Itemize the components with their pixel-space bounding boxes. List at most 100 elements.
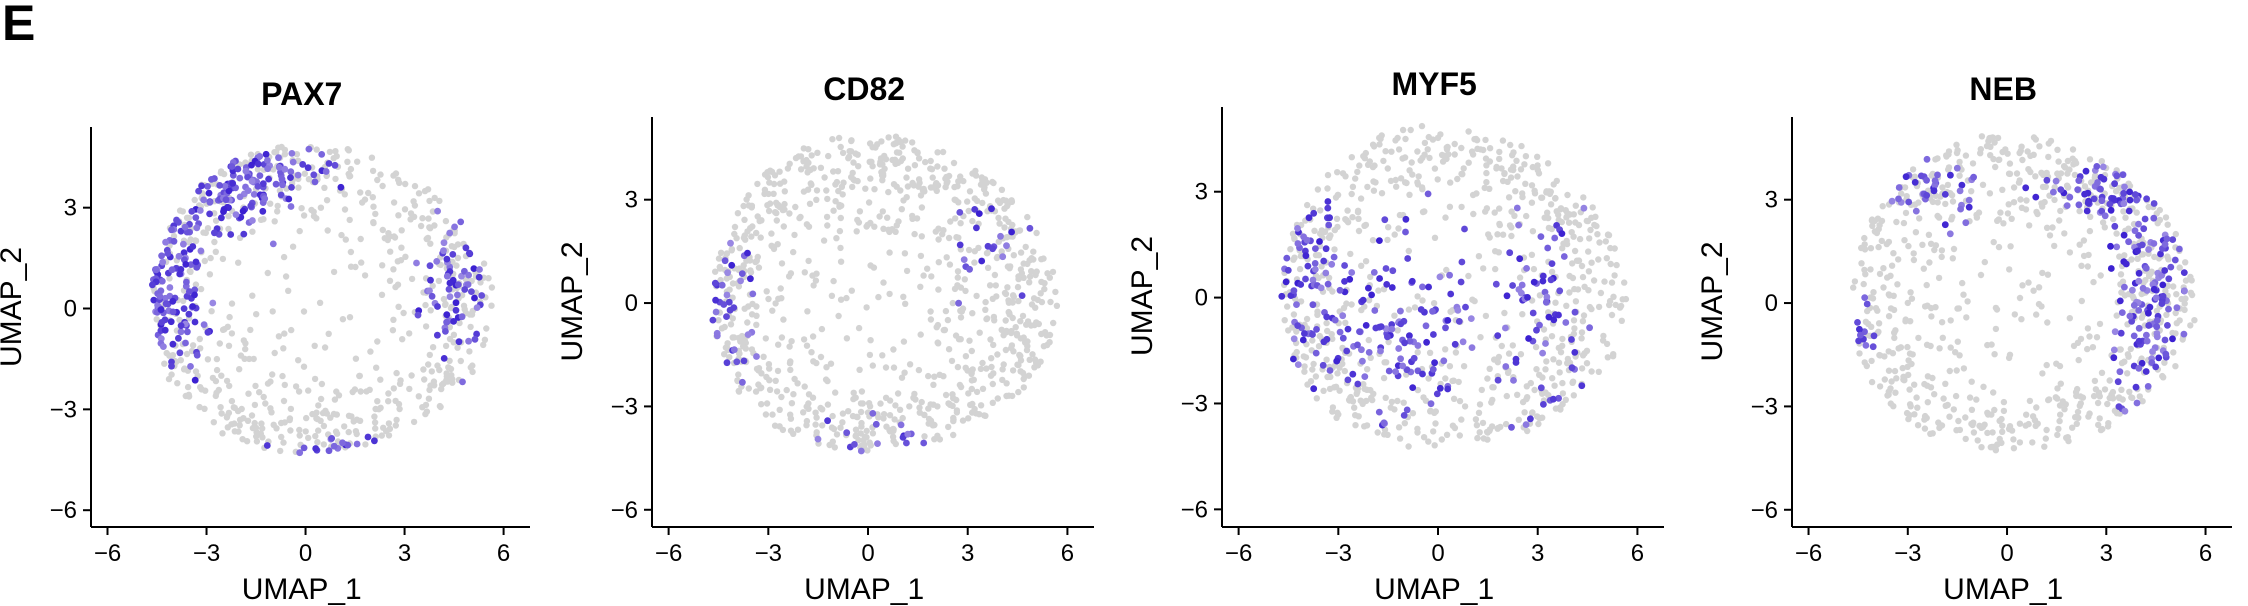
cell-point xyxy=(1476,401,1484,408)
cell-point xyxy=(1343,217,1350,224)
cell-point xyxy=(274,208,281,215)
cell-point xyxy=(817,404,824,412)
cell-point xyxy=(773,217,780,224)
expressing-cell-point xyxy=(966,265,973,273)
cell-point xyxy=(169,352,177,359)
cell-point xyxy=(906,361,914,368)
cell-point xyxy=(341,191,348,198)
cell-point xyxy=(1885,367,1893,374)
cell-point xyxy=(1486,145,1494,152)
y-axis-label: UMAP_2 xyxy=(1696,241,1729,361)
cell-point xyxy=(1038,278,1045,286)
cell-point xyxy=(257,430,264,437)
cell-point xyxy=(964,198,971,205)
cell-point xyxy=(984,315,991,322)
cell-point xyxy=(952,332,960,339)
cell-point xyxy=(2007,243,2014,250)
expressing-cell-point xyxy=(168,226,175,234)
cell-point xyxy=(835,312,842,320)
cell-point xyxy=(2065,437,2072,445)
cell-point xyxy=(902,300,909,307)
cell-point xyxy=(1942,380,1949,387)
cell-point xyxy=(1518,142,1525,150)
expressing-cell-point xyxy=(2153,323,2161,331)
cell-point xyxy=(2159,372,2166,380)
cell-point xyxy=(736,244,743,252)
cell-point xyxy=(1351,404,1358,411)
expressing-cell-point xyxy=(1869,343,1877,351)
expressing-cell-point xyxy=(712,308,720,316)
cell-point xyxy=(931,373,938,380)
cell-point xyxy=(333,388,340,395)
cell-point xyxy=(1348,301,1355,308)
cell-point xyxy=(1447,179,1454,186)
expressing-cell-point xyxy=(1962,219,1970,227)
x-tick-label: −6 xyxy=(1225,540,1252,567)
expressing-cell-point xyxy=(175,334,182,342)
cell-point xyxy=(1001,205,1008,212)
cell-point xyxy=(1605,232,1613,239)
cell-point xyxy=(379,262,386,269)
cell-point xyxy=(1358,306,1365,314)
cell-point xyxy=(979,199,986,207)
cell-point xyxy=(2038,303,2045,310)
cell-point xyxy=(915,155,923,162)
cell-point xyxy=(995,214,1002,222)
expressing-cell-point xyxy=(1309,301,1317,309)
cell-point xyxy=(1514,173,1521,180)
cell-point xyxy=(1334,191,1342,199)
cell-point xyxy=(784,165,792,172)
expressing-cell-point xyxy=(747,275,754,283)
expressing-cell-point xyxy=(168,266,176,274)
cell-point xyxy=(1432,420,1439,427)
cell-point xyxy=(273,425,280,432)
cell-point xyxy=(1923,341,1931,348)
cell-point xyxy=(1600,332,1607,340)
cell-point xyxy=(1047,298,1054,306)
expressing-cell-point xyxy=(1958,181,1966,189)
cell-point xyxy=(1491,209,1498,216)
expressing-cell-point xyxy=(1330,253,1338,261)
cell-point xyxy=(1301,363,1308,370)
x-tick-label: 3 xyxy=(2100,540,2113,567)
cell-point xyxy=(753,229,760,237)
cell-point xyxy=(295,157,302,164)
cell-point xyxy=(454,344,461,351)
cell-point xyxy=(1559,379,1566,387)
cell-point xyxy=(860,437,867,444)
cell-point xyxy=(1532,343,1540,351)
expressing-cell-point xyxy=(176,349,184,357)
cell-point xyxy=(1519,193,1526,201)
cell-point xyxy=(879,352,886,359)
cell-point xyxy=(1596,239,1603,246)
cell-point xyxy=(1333,215,1341,222)
cell-point xyxy=(1281,317,1288,324)
expressing-cell-point xyxy=(2181,287,2188,295)
cell-point xyxy=(909,212,916,220)
cell-point xyxy=(2081,183,2089,190)
cell-point xyxy=(1981,258,1989,266)
expressing-cell-point xyxy=(1862,342,1870,349)
cell-point xyxy=(1324,327,1331,335)
x-tick-label: 0 xyxy=(1431,540,1444,567)
cell-point xyxy=(1354,168,1361,176)
expressing-cell-point xyxy=(206,210,214,218)
expressing-cell-point xyxy=(2075,177,2083,185)
expressing-cell-point xyxy=(434,331,441,339)
cell-point xyxy=(1996,156,2003,163)
cell-point xyxy=(1992,304,2000,312)
cell-point xyxy=(1026,279,1033,286)
expressing-cell-point xyxy=(1533,326,1540,334)
expressing-cell-point xyxy=(462,244,470,252)
cell-point xyxy=(809,333,817,340)
cell-point xyxy=(758,384,765,391)
expressing-cell-point xyxy=(851,441,858,448)
cell-point xyxy=(1911,381,1918,388)
cell-point xyxy=(788,400,796,407)
cell-point xyxy=(1892,389,1899,396)
y-tick-label: 3 xyxy=(64,195,77,222)
cell-point xyxy=(399,336,406,343)
cell-point xyxy=(1396,211,1404,219)
cell-point xyxy=(2187,273,2194,281)
cell-point xyxy=(1888,378,1895,385)
